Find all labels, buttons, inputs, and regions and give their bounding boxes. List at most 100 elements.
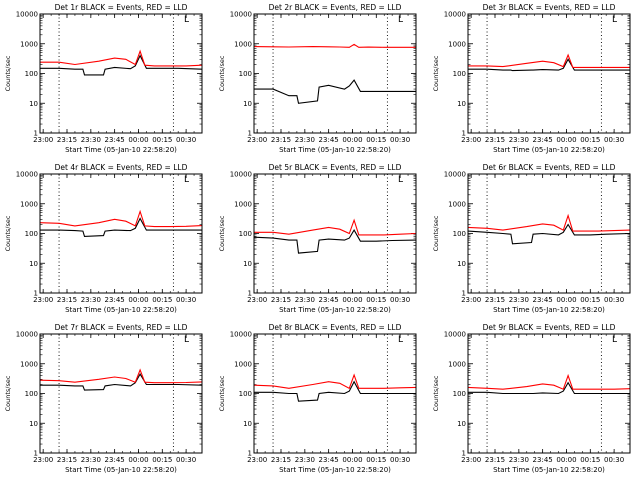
x-tick-label: 00:30 (604, 456, 624, 464)
plot-frame (39, 13, 203, 134)
x-tick-label: 23:45 (105, 296, 125, 304)
x-tick-label: 23:30 (509, 456, 529, 464)
panel-det-9: Det 9r BLACK = Events, RED = LLD Counts/s… (432, 323, 631, 474)
x-axis-label: Start Time (05-Jan-10 22:58:20) (65, 466, 177, 474)
x-tick-label: 23:45 (533, 456, 553, 464)
chart-title: Det 5r BLACK = Events, RED = LLD (269, 163, 402, 172)
y-tick-label: 10000 (16, 11, 38, 19)
x-tick-label: 23:45 (319, 296, 339, 304)
legend-glyph: L (184, 175, 189, 185)
x-tick-label: 00:30 (390, 456, 410, 464)
y-tick-label: 100 (239, 390, 252, 398)
y-tick-label: 100 (25, 390, 38, 398)
y-tick-label: 10 (243, 260, 252, 268)
y-tick-label: 100 (25, 70, 38, 78)
x-tick-label: 23:00 (33, 456, 53, 464)
plot-frame (467, 13, 631, 134)
x-axis-label: Start Time (05-Jan-10 22:58:20) (279, 306, 391, 314)
x-tick-label: 00:30 (176, 296, 196, 304)
plot-frame (39, 173, 203, 294)
y-tick-label: 10000 (16, 331, 38, 339)
y-tick-label: 1000 (20, 40, 38, 48)
x-tick-label: 00:00 (556, 296, 576, 304)
x-tick-label: 00:15 (580, 456, 600, 464)
series-events-line (254, 79, 416, 104)
y-tick-label: 1000 (448, 200, 466, 208)
legend-glyph: L (184, 15, 189, 25)
y-tick-label: 10 (29, 260, 38, 268)
panel-det-8: Det 8r BLACK = Events, RED = LLD Counts/s… (218, 323, 417, 474)
x-axis-label: Start Time (05-Jan-10 22:58:20) (493, 306, 605, 314)
y-tick-label: 10 (457, 100, 466, 108)
y-tick-label: 10000 (444, 171, 466, 179)
series-events-line (40, 54, 203, 76)
panel-det-1: Det 1r BLACK = Events, RED = LLD Counts/s… (4, 3, 203, 154)
y-tick-label: 10000 (230, 331, 252, 339)
x-tick-label: 23:15 (271, 296, 291, 304)
y-tick-label: 10 (29, 420, 38, 428)
x-axis-label: Start Time (05-Jan-10 22:58:20) (279, 146, 391, 154)
panel-det-6: Det 6r BLACK = Events, RED = LLD Counts/s… (432, 163, 631, 314)
y-tick-label: 10 (457, 260, 466, 268)
y-axis-label: Counts/sec (432, 215, 440, 251)
legend-glyph: L (612, 175, 617, 185)
y-tick-label: 1 (248, 290, 252, 298)
x-tick-label: 23:45 (105, 456, 125, 464)
x-tick-label: 23:00 (461, 296, 481, 304)
series-lld-line (253, 43, 416, 48)
panel-det-5: Det 5r BLACK = Events, RED = LLD Counts/s… (218, 163, 417, 314)
plot-frame (467, 333, 631, 454)
y-axis-label: Counts/sec (218, 215, 226, 251)
plot-frame (253, 333, 417, 454)
y-axis-label: Counts/sec (432, 55, 440, 91)
chart-title: Det 2r BLACK = Events, RED = LLD (269, 3, 402, 12)
x-tick-label: 23:30 (295, 456, 315, 464)
series-events-line (254, 380, 416, 402)
panel-det-3: Det 3r BLACK = Events, RED = LLD Counts/s… (432, 3, 631, 154)
series-events-line (467, 223, 631, 245)
x-tick-label: 23:30 (295, 136, 315, 144)
chart-title: Det 7r BLACK = Events, RED = LLD (55, 323, 188, 332)
x-axis-label: Start Time (05-Jan-10 22:58:20) (279, 466, 391, 474)
y-axis-label: Counts/sec (432, 375, 440, 411)
x-tick-label: 23:15 (57, 296, 77, 304)
series-events-line (40, 373, 203, 391)
x-tick-label: 23:30 (509, 296, 529, 304)
x-tick-label: 00:00 (128, 296, 148, 304)
y-tick-label: 100 (453, 230, 466, 238)
legend-glyph: L (398, 15, 403, 25)
y-tick-label: 1 (34, 130, 38, 138)
x-tick-label: 00:00 (342, 136, 362, 144)
x-tick-label: 00:00 (556, 456, 576, 464)
legend-glyph: L (612, 15, 617, 25)
x-tick-label: 23:15 (485, 456, 505, 464)
x-tick-label: 23:15 (271, 136, 291, 144)
y-tick-label: 1000 (234, 40, 252, 48)
x-tick-label: 23:00 (33, 136, 53, 144)
chart-title: Det 6r BLACK = Events, RED = LLD (483, 163, 616, 172)
series-events-line (468, 58, 630, 72)
y-tick-label: 1000 (234, 360, 252, 368)
y-tick-label: 1 (248, 130, 252, 138)
x-tick-label: 23:45 (319, 136, 339, 144)
series-events-line (40, 217, 202, 237)
y-tick-label: 1 (462, 450, 466, 458)
y-tick-label: 100 (25, 230, 38, 238)
x-tick-label: 23:15 (57, 136, 77, 144)
plot-frame (467, 173, 631, 294)
x-axis-label: Start Time (05-Jan-10 22:58:20) (493, 146, 605, 154)
x-tick-label: 00:15 (366, 136, 386, 144)
panel-det-2: Det 2r BLACK = Events, RED = LLD Counts/s… (218, 3, 417, 154)
y-tick-label: 1000 (20, 200, 38, 208)
x-tick-label: 23:15 (485, 136, 505, 144)
series-lld-line (254, 218, 417, 236)
y-tick-label: 100 (453, 70, 466, 78)
y-tick-label: 10000 (16, 171, 38, 179)
chart-title: Det 1r BLACK = Events, RED = LLD (55, 3, 188, 12)
x-axis-label: Start Time (05-Jan-10 22:58:20) (493, 466, 605, 474)
plot-frame (253, 13, 417, 134)
series-lld-line (40, 49, 203, 67)
y-tick-label: 10 (243, 420, 252, 428)
y-tick-label: 1 (462, 290, 466, 298)
